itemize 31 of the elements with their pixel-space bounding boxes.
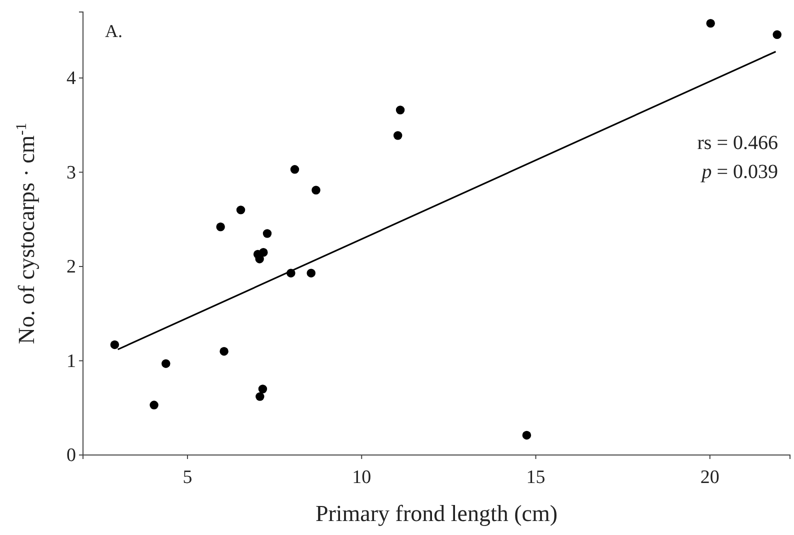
- x-tick-label: 15: [526, 466, 546, 488]
- point: [162, 359, 170, 368]
- point: [772, 30, 782, 39]
- point: [258, 384, 268, 394]
- point: [396, 106, 405, 114]
- x-tick-label: 10: [352, 466, 372, 488]
- annotation: p = 0.039: [700, 161, 778, 183]
- point: [706, 18, 715, 28]
- x-tick-label: 20: [700, 466, 720, 488]
- annotation: rs = 0.466: [697, 132, 778, 154]
- point: [256, 392, 264, 401]
- point: [150, 400, 158, 410]
- annotation: A.: [105, 21, 122, 41]
- point: [236, 206, 246, 214]
- x-tick-label: 5: [182, 466, 192, 488]
- point: [220, 346, 228, 356]
- point: [110, 340, 120, 350]
- point: [290, 165, 300, 174]
- point: [522, 430, 532, 440]
- y-tick-label: 3: [66, 162, 76, 184]
- y-tick-label: 2: [66, 256, 76, 278]
- y-tick-label: 0: [66, 445, 76, 466]
- point: [262, 229, 272, 238]
- point: [216, 222, 225, 232]
- point: [259, 248, 268, 257]
- point: [312, 186, 320, 195]
- x-axis-title: Primary frond length (cm): [315, 501, 558, 526]
- point: [306, 268, 316, 278]
- y-tick-label: 1: [66, 350, 76, 372]
- y-tick-label: 4: [66, 68, 76, 90]
- point: [393, 131, 402, 140]
